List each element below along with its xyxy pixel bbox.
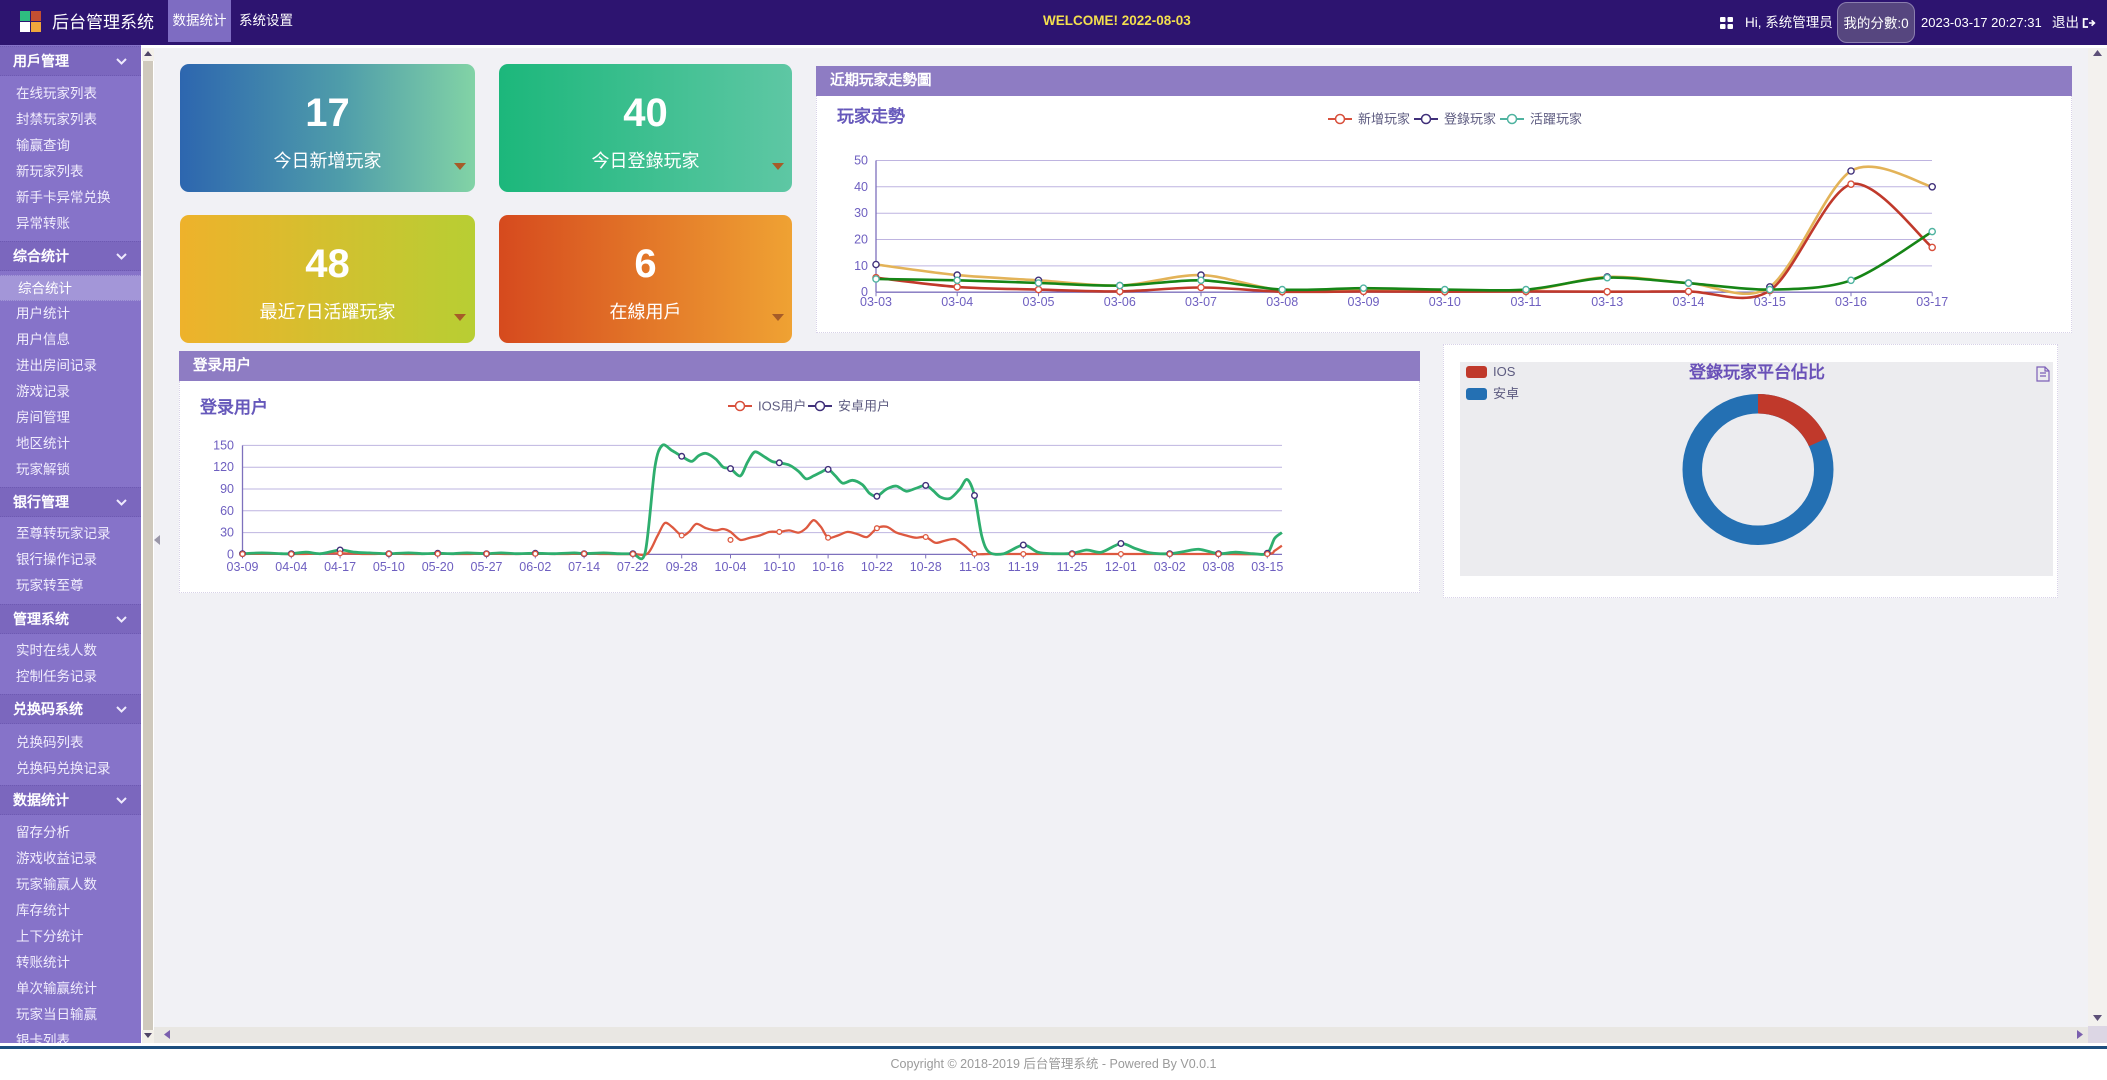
svg-text:03-11: 03-11	[1510, 295, 1541, 309]
svg-text:新增玩家: 新增玩家	[1358, 112, 1410, 127]
svg-text:09-28: 09-28	[666, 560, 698, 574]
svg-text:玩家走勢: 玩家走勢	[837, 106, 905, 126]
svg-text:05-10: 05-10	[373, 560, 405, 574]
svg-text:03-14: 03-14	[1673, 295, 1705, 309]
svg-text:登錄玩家平台佔比: 登錄玩家平台佔比	[1688, 362, 1825, 382]
svg-text:03-08: 03-08	[1203, 560, 1235, 574]
svg-text:03-09: 03-09	[1348, 295, 1380, 309]
svg-text:活躍玩家: 活躍玩家	[1530, 112, 1582, 127]
svg-text:03-07: 03-07	[1185, 295, 1217, 309]
svg-text:03-02: 03-02	[1154, 560, 1186, 574]
svg-text:20: 20	[854, 233, 868, 247]
svg-text:03-15: 03-15	[1754, 295, 1786, 309]
svg-text:12-01: 12-01	[1105, 560, 1137, 574]
svg-text:03-13: 03-13	[1591, 295, 1623, 309]
svg-text:05-27: 05-27	[471, 560, 503, 574]
svg-text:40: 40	[854, 180, 868, 194]
svg-text:06-02: 06-02	[519, 560, 551, 574]
svg-text:11-25: 11-25	[1057, 560, 1088, 574]
svg-text:03-09: 03-09	[227, 560, 259, 574]
svg-text:150: 150	[213, 438, 234, 452]
svg-text:03-17: 03-17	[1916, 295, 1948, 309]
svg-text:IOS用户: IOS用户	[758, 399, 806, 414]
svg-text:60: 60	[220, 504, 234, 518]
svg-text:30: 30	[220, 526, 234, 540]
svg-text:50: 50	[854, 154, 868, 168]
svg-text:04-17: 04-17	[324, 560, 356, 574]
svg-text:04-04: 04-04	[275, 560, 307, 574]
svg-text:登錄玩家: 登錄玩家	[1444, 112, 1496, 127]
svg-text:03-16: 03-16	[1835, 295, 1867, 309]
svg-text:10-28: 10-28	[910, 560, 942, 574]
svg-text:30: 30	[854, 206, 868, 220]
svg-text:0: 0	[861, 285, 868, 299]
svg-text:0: 0	[227, 547, 234, 561]
svg-text:10-22: 10-22	[861, 560, 893, 574]
svg-text:03-15: 03-15	[1251, 560, 1283, 574]
svg-text:11-19: 11-19	[1008, 560, 1039, 574]
svg-text:90: 90	[220, 482, 234, 496]
svg-text:03-03: 03-03	[860, 295, 892, 309]
svg-text:安卓: 安卓	[1493, 386, 1519, 401]
svg-text:03-10: 03-10	[1429, 295, 1461, 309]
svg-text:07-22: 07-22	[617, 560, 649, 574]
svg-text:03-04: 03-04	[941, 295, 973, 309]
svg-text:10-10: 10-10	[763, 560, 795, 574]
svg-text:03-06: 03-06	[1104, 295, 1136, 309]
svg-text:10: 10	[854, 259, 868, 273]
svg-text:10-04: 10-04	[715, 560, 747, 574]
svg-text:IOS: IOS	[1493, 364, 1516, 379]
svg-text:安卓用户: 安卓用户	[838, 399, 890, 414]
svg-text:登录用户: 登录用户	[199, 397, 268, 417]
svg-text:07-14: 07-14	[568, 560, 600, 574]
svg-text:10-16: 10-16	[812, 560, 844, 574]
svg-text:120: 120	[213, 460, 234, 474]
svg-text:03-08: 03-08	[1266, 295, 1298, 309]
svg-text:11-03: 11-03	[959, 560, 990, 574]
svg-text:03-05: 03-05	[1023, 295, 1055, 309]
svg-text:05-20: 05-20	[422, 560, 454, 574]
